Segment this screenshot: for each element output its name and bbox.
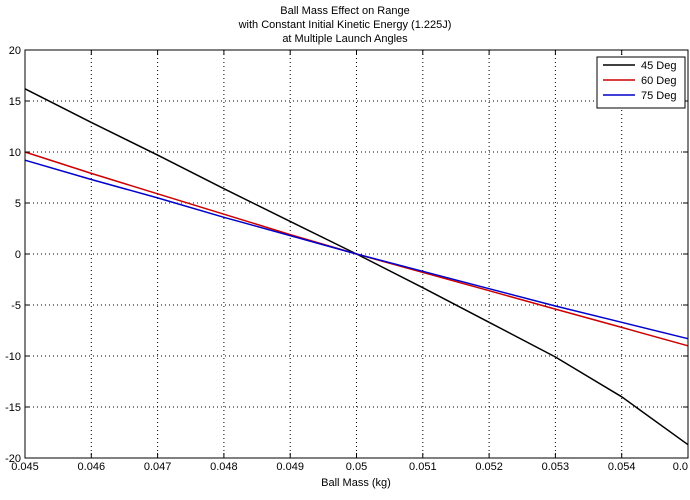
legend-label: 60 Deg [641, 75, 676, 87]
x-tick-label: 0.0 [673, 461, 688, 473]
series-line-75-deg [24, 159, 689, 340]
x-tick-label: 0.046 [78, 461, 106, 473]
grid-lines [25, 50, 688, 458]
x-tick-label: 0.053 [542, 461, 570, 473]
y-tick-label: 5 [15, 198, 21, 210]
y-tick-label: 0 [15, 249, 21, 261]
y-tick-label: -20 [5, 453, 21, 465]
x-tick-label: 0.05 [346, 461, 367, 473]
y-tick-label: -15 [5, 402, 21, 414]
legend-label: 75 Deg [641, 90, 676, 102]
x-tick-label: 0.054 [608, 461, 636, 473]
chart-title-line-2: with Constant Initial Kinetic Energy (1.… [238, 19, 452, 31]
x-axis-label: Ball Mass (kg) [321, 477, 391, 489]
x-tick-label: 0.049 [276, 461, 304, 473]
x-tick-label: 0.047 [144, 461, 172, 473]
y-tick-label: 10 [9, 147, 21, 159]
chart-title-line-3: at Multiple Launch Angles [282, 33, 408, 45]
series-line-60-deg [24, 151, 689, 347]
y-tick-label: -10 [5, 351, 21, 363]
legend-label: 45 Deg [641, 60, 676, 72]
legend: 45 Deg 60 Deg 75 Deg [596, 56, 686, 109]
x-tick-label: 0.052 [475, 461, 503, 473]
y-tick-label: 20 [9, 45, 21, 57]
x-tick-label: 0.048 [210, 461, 238, 473]
axis-ticks: 0.045 0.046 0.047 0.048 0.049 0.05 0.051 0.052 0… [5, 45, 689, 473]
series-layer [24, 88, 689, 446]
y-tick-label: 15 [9, 96, 21, 108]
chart-title-line-1: Ball Mass Effect on Range [280, 5, 410, 17]
y-tick-label: -5 [11, 300, 21, 312]
x-tick-label: 0.045 [11, 461, 39, 473]
x-tick-label: 0.051 [409, 461, 437, 473]
